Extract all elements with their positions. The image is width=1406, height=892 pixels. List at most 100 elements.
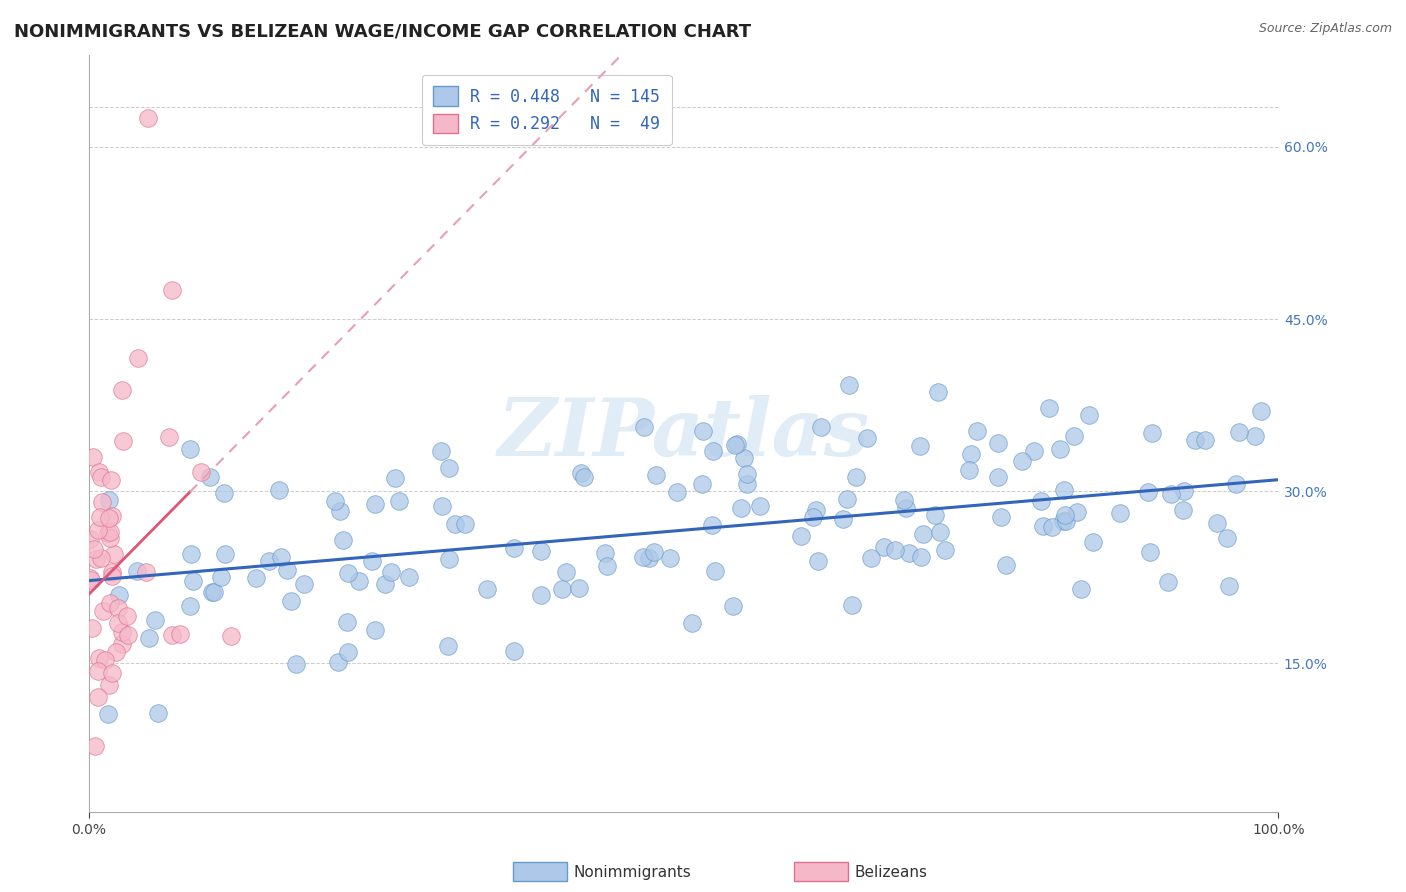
Point	[97, 706, 120, 721]
Point	[98, 531, 121, 545]
Point	[1218, 579, 1240, 593]
Point	[87, 650, 110, 665]
Point	[292, 577, 315, 591]
Point	[929, 524, 952, 539]
Point	[1070, 582, 1092, 597]
Point	[198, 470, 221, 484]
Point	[111, 637, 134, 651]
Point	[127, 564, 149, 578]
Point	[1194, 434, 1216, 448]
Point	[735, 477, 758, 491]
Point	[221, 629, 243, 643]
Point	[454, 516, 477, 531]
Point	[835, 492, 858, 507]
Point	[555, 565, 578, 579]
Point	[1054, 514, 1077, 528]
Point	[724, 438, 747, 452]
Point	[398, 570, 420, 584]
Point	[529, 543, 551, 558]
Point	[157, 430, 180, 444]
Point	[212, 486, 235, 500]
Point	[530, 588, 553, 602]
Point	[87, 523, 110, 537]
Point	[143, 614, 166, 628]
Point	[1109, 506, 1132, 520]
Point	[430, 444, 453, 458]
Point	[108, 588, 131, 602]
Point	[911, 527, 934, 541]
Point	[1022, 444, 1045, 458]
Point	[97, 525, 120, 540]
Point	[1139, 545, 1161, 559]
Point	[127, 351, 149, 365]
Point	[1031, 494, 1053, 508]
Point	[574, 470, 596, 484]
Point	[79, 571, 101, 585]
Point	[1053, 483, 1076, 498]
Point	[209, 569, 232, 583]
Point	[898, 546, 921, 560]
Point	[831, 512, 853, 526]
Point	[1038, 401, 1060, 416]
Point	[1142, 425, 1164, 440]
Point	[270, 549, 292, 564]
Point	[437, 552, 460, 566]
Point	[910, 549, 932, 564]
Point	[1206, 516, 1229, 530]
Point	[111, 434, 134, 449]
Point	[692, 424, 714, 438]
Point	[1066, 505, 1088, 519]
Point	[966, 424, 988, 438]
Point	[733, 450, 755, 465]
Point	[1225, 477, 1247, 491]
Point	[200, 585, 222, 599]
Point	[91, 604, 114, 618]
Point	[637, 551, 659, 566]
Point	[838, 378, 860, 392]
Point	[1244, 429, 1267, 443]
Point	[89, 510, 111, 524]
Point	[437, 460, 460, 475]
Text: Nonimmigrants: Nonimmigrants	[574, 865, 692, 880]
Point	[896, 501, 918, 516]
Point	[845, 470, 868, 484]
Point	[841, 599, 863, 613]
Point	[79, 532, 101, 546]
Point	[323, 494, 346, 508]
Point	[703, 564, 725, 578]
Point	[269, 483, 291, 497]
Point	[364, 497, 387, 511]
Point	[810, 420, 832, 434]
Point	[136, 112, 159, 126]
Point	[960, 447, 983, 461]
Point	[856, 431, 879, 445]
Point	[749, 500, 772, 514]
Point	[1173, 503, 1195, 517]
Point	[957, 462, 980, 476]
Point	[87, 690, 110, 704]
Point	[337, 566, 360, 581]
Point	[721, 599, 744, 613]
Point	[1081, 535, 1104, 549]
Point	[105, 645, 128, 659]
Point	[97, 510, 120, 524]
Text: Source: ZipAtlas.com: Source: ZipAtlas.com	[1258, 22, 1392, 36]
Point	[180, 547, 202, 561]
Point	[432, 500, 454, 514]
Point	[97, 492, 120, 507]
Point	[363, 624, 385, 638]
Point	[569, 467, 592, 481]
Point	[910, 439, 932, 453]
Text: ZIPatlas: ZIPatlas	[498, 395, 869, 473]
Point	[994, 558, 1017, 572]
Point	[245, 571, 267, 585]
Point	[477, 582, 499, 597]
Point	[101, 508, 124, 523]
Point	[146, 706, 169, 720]
Point	[643, 544, 665, 558]
Point	[179, 442, 201, 457]
Point	[89, 465, 111, 479]
Point	[1011, 454, 1033, 468]
Point	[138, 631, 160, 645]
Point	[567, 581, 589, 595]
